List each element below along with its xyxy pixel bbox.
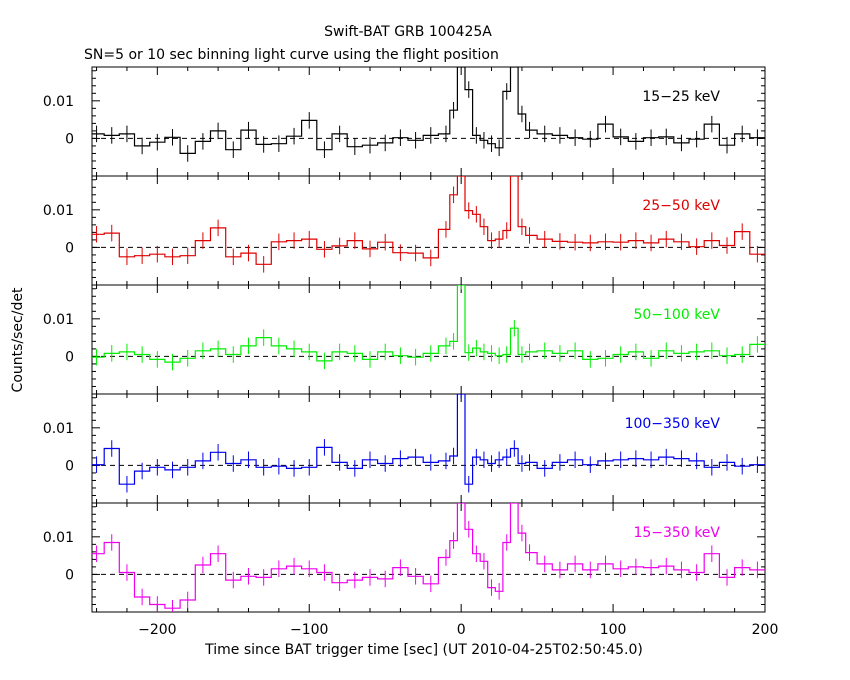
x-tick-label: 200 [752, 622, 779, 638]
step-line [92, 503, 765, 609]
x-axis-label: Time since BAT trigger time [sec] (UT 20… [204, 642, 643, 658]
panel-3: 0 0.01 50−100 keV [43, 284, 766, 395]
y-axis-label: Counts/sec/det [10, 287, 26, 392]
x-tick-label: 100 [600, 622, 627, 638]
band-label: 100−350 keV [625, 416, 721, 432]
step-line [92, 67, 765, 154]
panel-frame [91, 66, 766, 177]
y-tick-label: 0 [65, 458, 74, 474]
x-tick-label: 0 [457, 622, 466, 638]
y-tick-label: 0.01 [43, 203, 74, 219]
panel-frame [91, 393, 766, 504]
band-label: 15−25 keV [642, 89, 720, 105]
band-label: 15−350 keV [633, 525, 720, 541]
step-line [92, 285, 765, 363]
series-data [92, 176, 765, 273]
y-tick-label: 0.01 [43, 312, 74, 328]
x-tick-label: −100 [290, 622, 328, 638]
panel-frame [91, 502, 766, 613]
panels: 0 0.01 15−25 keV 0 0.01 25−50 keV 0 0.01 50−100 … [43, 66, 779, 638]
y-tick-label: 0 [65, 567, 74, 583]
y-tick-label: 0 [65, 240, 74, 256]
step-line [92, 394, 765, 485]
series-data [92, 285, 765, 371]
panel-1: 0 0.01 15−25 keV [43, 66, 766, 177]
series-data [92, 67, 765, 162]
band-label: 25−50 keV [642, 198, 720, 214]
band-label: 50−100 keV [633, 307, 720, 323]
chart-title: Swift-BAT GRB 100425A [324, 24, 492, 40]
panel-4: 0 0.01 100−350 keV [43, 393, 766, 504]
y-tick-label: 0.01 [43, 530, 74, 546]
x-tick-label: −200 [138, 622, 176, 638]
y-tick-label: 0 [65, 131, 74, 147]
series-data [92, 394, 765, 493]
step-line [92, 176, 765, 265]
panel-2: 0 0.01 25−50 keV [43, 175, 766, 286]
y-tick-label: 0.01 [43, 421, 74, 437]
chart-subtitle: SN=5 or 10 sec binning light curve using… [84, 47, 499, 63]
panel-5: 0 0.01 15−350 keV [43, 502, 766, 613]
series-data [92, 503, 765, 612]
panel-frame [91, 175, 766, 286]
y-tick-label: 0.01 [43, 94, 74, 110]
panel-frame [91, 284, 766, 395]
y-tick-label: 0 [65, 349, 74, 365]
